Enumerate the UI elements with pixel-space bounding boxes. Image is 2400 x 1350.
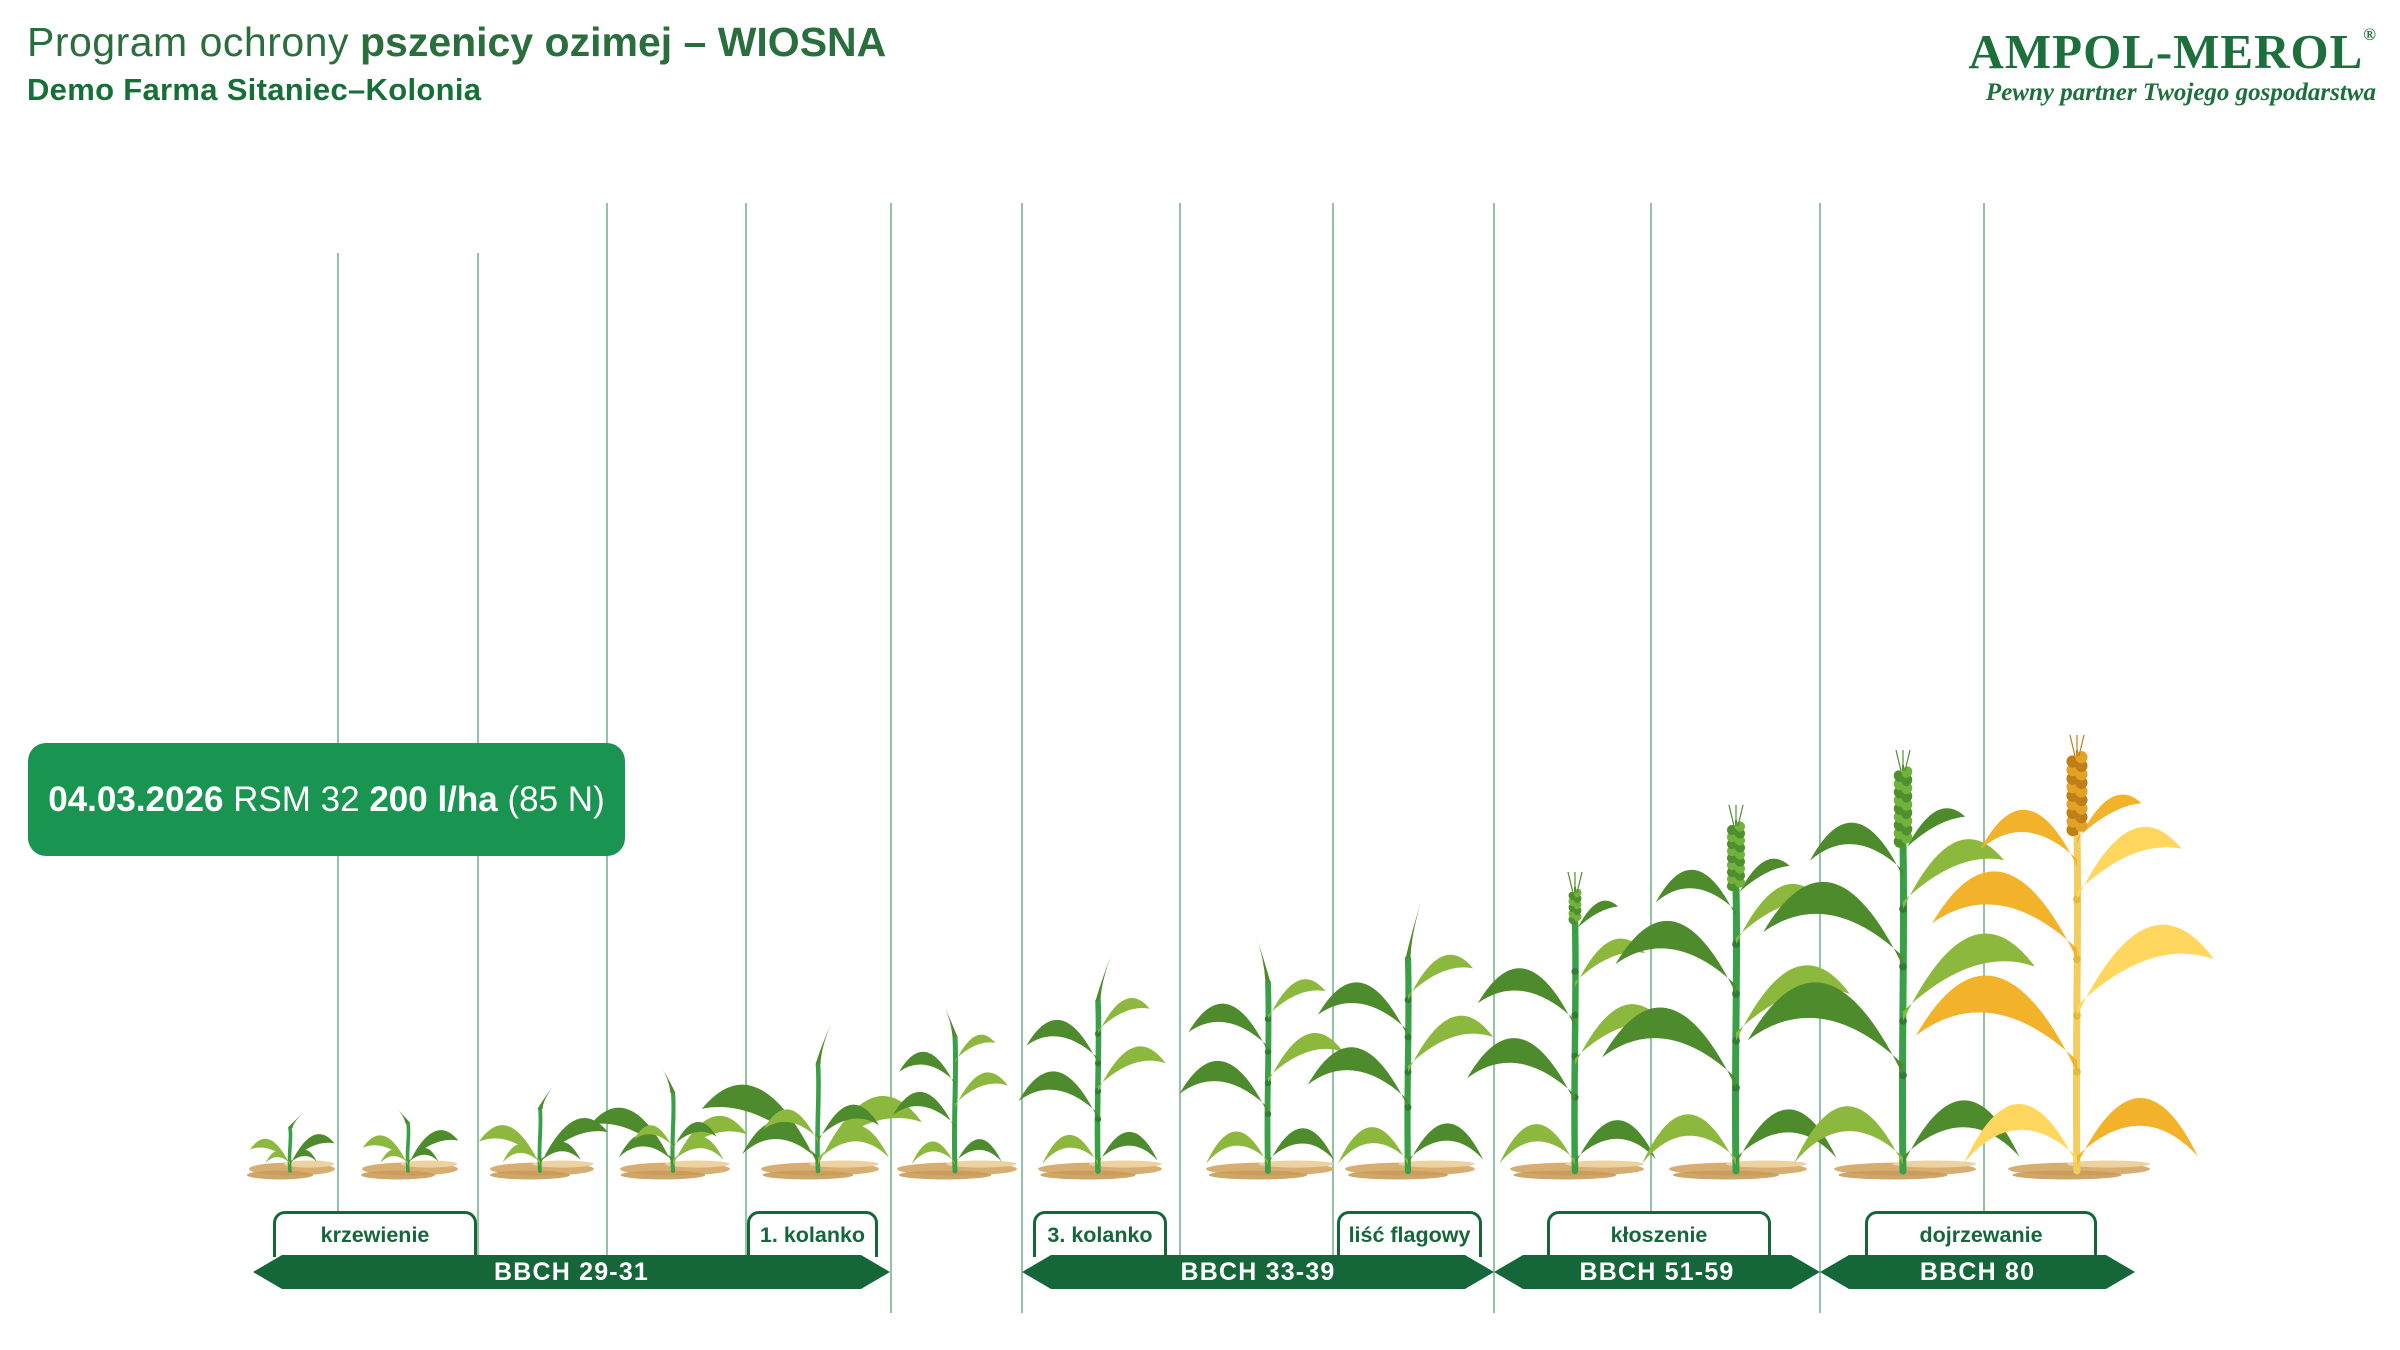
spacer bbox=[360, 780, 370, 820]
wheat-plant-10 bbox=[1467, 871, 1667, 1180]
title-light: Program ochrony bbox=[27, 19, 349, 65]
stage-label-liflagowy: liść flagowy bbox=[1337, 1211, 1482, 1257]
registered-mark: ® bbox=[2363, 25, 2376, 44]
stage-label-kolanko: 1. kolanko bbox=[747, 1211, 878, 1257]
wheat-plant-4 bbox=[590, 1064, 748, 1180]
stage-label-krzewienie: krzewienie bbox=[273, 1211, 477, 1257]
stage-label-kolanko: 3. kolanko bbox=[1033, 1211, 1167, 1257]
stage-guide-line bbox=[890, 203, 892, 1313]
bbch-bar-bbch-51-59: BBCH 51-59 bbox=[1494, 1255, 1820, 1289]
stage-label-dojrzewanie: dojrzewanie bbox=[1865, 1211, 2097, 1257]
farm-subtitle: Demo Farma Sitaniec–Kolonia bbox=[27, 72, 482, 108]
wheat-plant-2 bbox=[361, 1106, 459, 1180]
wheat-plant-8 bbox=[1179, 932, 1344, 1180]
stage-guide-line bbox=[1021, 203, 1023, 1313]
brand-logo-text: AMPOL-MEROL bbox=[1968, 24, 2364, 79]
title-bold: pszenicy ozimej – WIOSNA bbox=[359, 19, 887, 65]
stage-guide-line bbox=[1819, 203, 1821, 1313]
treatment-product-name: RSM 32 bbox=[233, 779, 360, 819]
bbch-bar-bbch-29-31: BBCH 29-31 bbox=[253, 1255, 890, 1289]
wheat-plant-5 bbox=[701, 1023, 922, 1180]
header: Program ochrony pszenicy ozimej – WIOSNA … bbox=[27, 19, 887, 108]
page-title: Program ochrony pszenicy ozimej – WIOSNA bbox=[27, 19, 887, 65]
bbch-bar-bbch-33-39: BBCH 33-39 bbox=[1022, 1255, 1494, 1289]
brand-logo: AMPOL-MEROL® Pewny partner Twojego gospo… bbox=[1969, 26, 2377, 107]
wheat-plant-13 bbox=[1916, 734, 2214, 1180]
brand-logo-name: AMPOL-MEROL® bbox=[1969, 26, 2377, 76]
treatment-dose: 200 l/ha bbox=[369, 779, 498, 819]
stage-label-koszenie: kłoszenie bbox=[1547, 1211, 1771, 1257]
wheat-plant-12 bbox=[1747, 749, 2035, 1180]
treatment-date: 04.03.2026 bbox=[48, 779, 224, 819]
treatment-note: (85 N) bbox=[507, 779, 605, 819]
wheat-plant-3 bbox=[478, 1086, 608, 1180]
wheat-plant-6 bbox=[892, 1001, 1017, 1180]
stage-guide-line bbox=[1983, 203, 1985, 1256]
stage-guide-line bbox=[1493, 203, 1495, 1313]
brand-tagline: Pewny partner Twojego gospodarstwa bbox=[1985, 79, 2376, 106]
wheat-plant-7 bbox=[1018, 955, 1166, 1180]
stage-guide-line bbox=[1332, 203, 1334, 1256]
treatment-box: 04.03.2026 RSM 32 200 l/ha (85 N) bbox=[28, 743, 625, 856]
stage-guide-line bbox=[606, 203, 608, 1256]
spacer2 bbox=[498, 780, 508, 820]
stage-guide-line bbox=[1179, 203, 1181, 1256]
stage-guide-line bbox=[1650, 203, 1652, 1256]
treatment-product bbox=[223, 780, 233, 820]
stage-guide-line bbox=[745, 203, 747, 1256]
wheat-plant-1 bbox=[246, 1113, 335, 1180]
wheat-plant-9 bbox=[1307, 901, 1494, 1180]
bbch-bar-bbch-80: BBCH 80 bbox=[1820, 1255, 2135, 1289]
